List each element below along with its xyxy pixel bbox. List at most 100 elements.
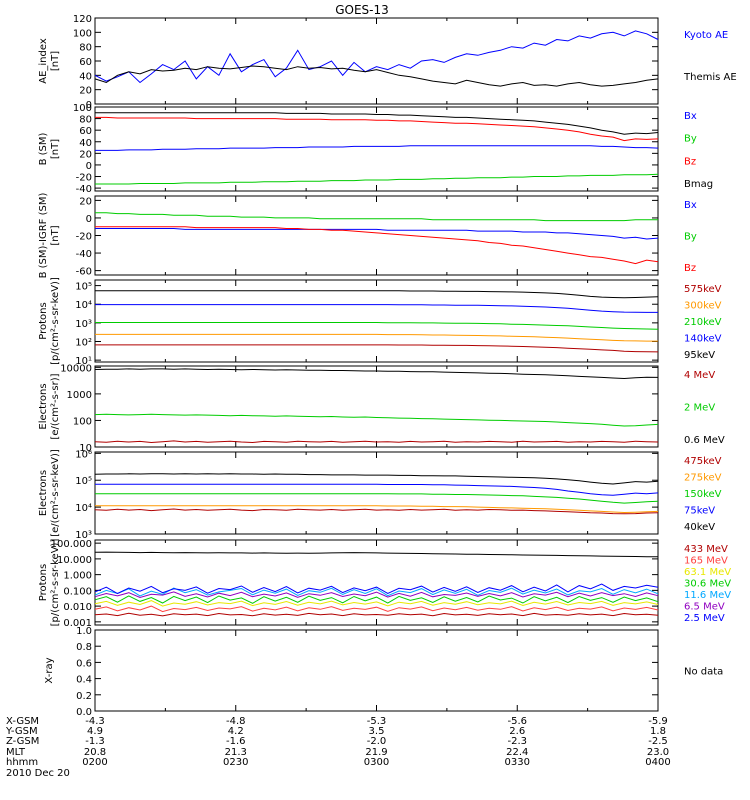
y-axis-label: B (SM) [38,132,49,165]
orbit-value: 21.3 [225,747,247,758]
series-line-140kev [95,304,658,313]
orbit-value: 2.6 [509,726,525,737]
legend-entry: Themis AE [683,72,737,83]
series-line-210kev [95,322,659,330]
series-line-75kev [95,483,659,496]
series-line-kyoto-ae [94,30,659,84]
y-axis-label: [p/(cm²-s-sr-keV)] [50,539,61,627]
orbit-value: 0400 [645,757,670,768]
series-line-by [95,212,658,222]
y-tick-label: 1.000 [63,571,92,582]
panel-frame [94,451,659,535]
no-data-label: No data [684,667,723,678]
y-tick-label: 10² [75,338,92,349]
orbit-row-label: X-GSM [6,716,39,727]
series-line-7 [94,551,659,558]
legend-entry: 63.1 MeV [684,567,731,578]
panel-3: 10¹ 10² 10³ 10⁴ 10⁵ Protons [p/(cm²-s-sr-keV)]… [38,277,722,367]
series-line-433-mev [94,612,659,617]
orbit-value: -5.9 [648,716,668,727]
series-line-bx [95,228,659,240]
orbit-value: 3.5 [369,726,385,737]
y-tick-label: -20 [76,232,92,243]
legend-entry: By [684,134,697,145]
y-tick-label: 80 [79,115,92,126]
orbit-value: -2.0 [367,736,387,747]
orbit-value: 0230 [223,757,248,768]
y-axis-label: [nT] [50,225,61,245]
orbit-value: -2.5 [648,736,668,747]
legend-entry: 2 MeV [684,403,715,414]
series-line-300kev [95,333,658,342]
legend-entry: By [684,232,697,243]
y-tick-label: 10000 [60,363,92,374]
y-tick-label: 100 [73,28,92,39]
panel-6: 0.001 0.010 0.100 1.000 10.000 100.000 Protons… [38,539,731,629]
figure-title: GOES-13 [335,3,389,17]
y-tick-label: 120 [73,14,92,25]
series-line-30.6-mev [94,595,659,604]
legend-entry: 0.6 MeV [684,435,725,446]
legend-entry: 150keV [684,489,722,500]
series-line-bx [95,145,659,151]
y-tick-label: 10⁵ [75,476,92,487]
orbit-table: X-GSM -4.3 -4.8 -5.3 -5.6 -5.9 Y-GSM 4.9 4.2 3.5 2… [5,716,671,768]
y-tick-label: 10⁴ [75,300,92,311]
y-tick-label: 40 [79,138,92,149]
orbit-row-label: hhmm [6,757,38,768]
y-tick-label: 0 [86,161,92,172]
y-tick-label: 100 [73,103,92,114]
y-tick-label: 0.6 [76,658,92,669]
orbit-value: 22.4 [506,747,528,758]
legend-entry: Bx [684,200,697,211]
legend-entry: 433 MeV [684,544,728,555]
legend-entry: Bmag [684,179,713,190]
y-axis-label: [e/(cm²-s-sr-keV)] [50,449,61,537]
panel-frame [94,195,659,276]
panel-frame [94,365,659,448]
y-tick-label: 40 [79,71,92,82]
panel-frame [94,279,659,363]
orbit-value: -4.8 [226,716,246,727]
legend-entry: Bz [684,156,696,167]
y-axis-label: Protons [38,564,49,601]
series-line-63.1-mev [94,600,659,607]
y-axis-label: Protons [38,302,49,339]
y-tick-label: 0.8 [76,642,92,653]
y-axis-label: [nT] [50,51,61,71]
legend-entry: 165 MeV [684,556,728,567]
panel-7: 0.0 0.2 0.4 0.6 0.8 1.0 X-ray No data [44,626,723,718]
series-line-165-mev [94,605,659,613]
orbit-value: 1.8 [650,726,666,737]
panel-4: 10 100 1000 10000 Electrons [e/(cm²-s-sr)] 4 M… [38,363,725,454]
y-tick-label: -60 [76,267,92,278]
panel-frame [94,629,659,712]
y-tick-label: 0.4 [76,675,92,686]
orbit-value: 23.0 [647,747,669,758]
series-line-by [95,173,659,185]
series-line-bmag [95,112,659,135]
y-tick-label: 10³ [75,530,92,541]
y-axis-label: AE_index [38,38,49,84]
orbit-row-label: Z-GSM [6,736,39,747]
y-tick-label: 100.000 [51,539,92,550]
orbit-row-label: Y-GSM [5,726,38,737]
y-axis-label: Electrons [38,470,49,516]
y-tick-label: 0.010 [63,602,92,613]
legend-entry: 210keV [684,317,722,328]
legend-entry: 95keV [684,350,715,361]
y-tick-label: 10 [79,443,92,454]
series-line-475kev [94,508,659,515]
y-tick-label: 10¹ [75,356,92,367]
orbit-value: -5.6 [507,716,527,727]
orbit-value: 21.9 [365,747,387,758]
series-line-575kev [95,344,659,353]
orbit-value: -2.3 [507,736,527,747]
legend-entry: 6.5 MeV [684,602,725,613]
y-axis-label: [nT] [50,139,61,159]
series-line-95kev [95,290,659,299]
legend-entry: 40keV [684,522,715,533]
y-tick-label: 100 [73,416,92,427]
